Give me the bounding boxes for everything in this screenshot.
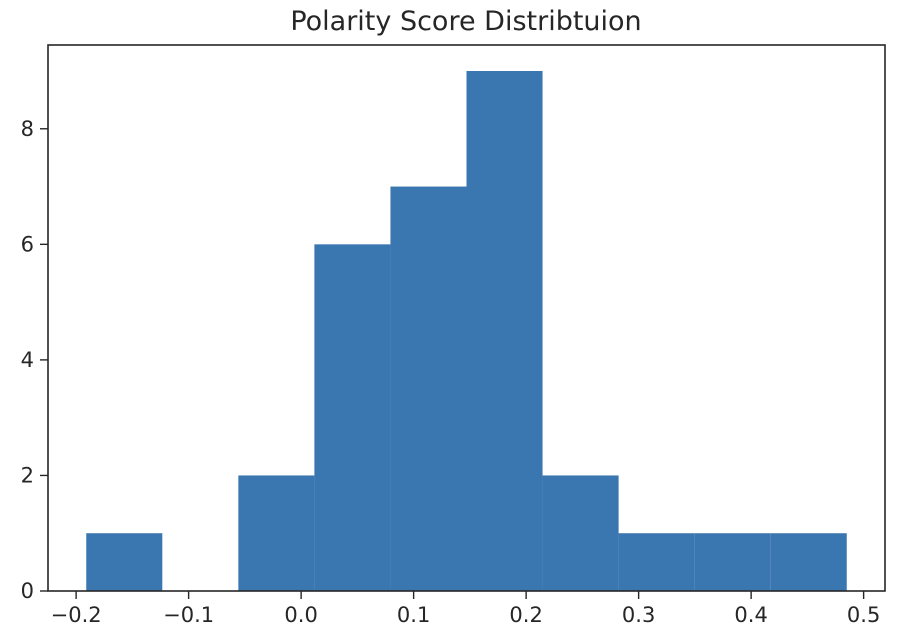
histogram-bar — [238, 475, 315, 591]
histogram-bar — [314, 244, 391, 592]
histogram-bar — [390, 186, 467, 592]
histogram-bar — [542, 475, 619, 591]
histogram-bar — [618, 533, 695, 591]
x-tick-label: −0.2 — [51, 603, 102, 627]
x-tick-label: 0.2 — [509, 603, 542, 627]
plot-frame — [47, 44, 886, 592]
chart-title: Polarity Score Distribtuion — [290, 6, 641, 37]
x-tick-label: −0.1 — [163, 603, 214, 627]
histogram-bar — [694, 533, 771, 591]
y-axis: 0 2 4 6 8 — [21, 117, 48, 603]
x-tick-label: 0.1 — [397, 603, 430, 627]
bars-group — [86, 71, 847, 592]
y-tick-label: 0 — [21, 579, 34, 603]
x-axis: −0.2 −0.1 0.0 0.1 0.2 0.3 0.4 0.5 — [51, 591, 880, 627]
histogram-bar — [770, 533, 847, 591]
y-tick-label: 8 — [21, 117, 34, 141]
histogram-bar — [86, 533, 163, 591]
y-tick-label: 4 — [21, 348, 34, 372]
histogram-bar — [466, 71, 543, 591]
x-tick-label: 0.3 — [622, 603, 655, 627]
y-tick-label: 6 — [21, 232, 34, 256]
y-tick-label: 2 — [21, 463, 34, 487]
x-tick-label: 0.5 — [847, 603, 880, 627]
x-tick-label: 0.0 — [284, 603, 317, 627]
x-tick-label: 0.4 — [734, 603, 767, 627]
